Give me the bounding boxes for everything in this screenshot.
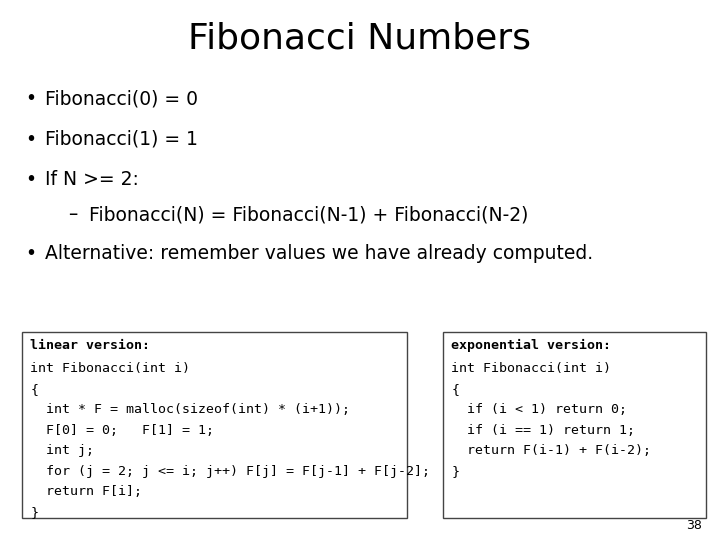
Text: Fibonacci Numbers: Fibonacci Numbers	[189, 22, 531, 56]
Text: •: •	[25, 89, 36, 108]
Text: •: •	[25, 130, 36, 148]
Text: if (i == 1) return 1;: if (i == 1) return 1;	[451, 424, 636, 437]
Text: int Fibonacci(int i): int Fibonacci(int i)	[451, 362, 611, 375]
Text: If N >= 2:: If N >= 2:	[45, 170, 139, 189]
Text: }: }	[30, 506, 38, 519]
Text: •: •	[25, 170, 36, 189]
Text: Fibonacci(N) = Fibonacci(N-1) + Fibonacci(N-2): Fibonacci(N) = Fibonacci(N-1) + Fibonacc…	[89, 205, 528, 224]
FancyBboxPatch shape	[22, 332, 407, 518]
Text: {: {	[30, 383, 38, 396]
Text: •: •	[25, 244, 36, 263]
Text: 38: 38	[686, 519, 702, 532]
Text: return F(i-1) + F(i-2);: return F(i-1) + F(i-2);	[451, 444, 652, 457]
Text: F[0] = 0;   F[1] = 1;: F[0] = 0; F[1] = 1;	[30, 424, 215, 437]
Text: exponential version:: exponential version:	[451, 339, 611, 352]
Text: int Fibonacci(int i): int Fibonacci(int i)	[30, 362, 190, 375]
Text: Fibonacci(1) = 1: Fibonacci(1) = 1	[45, 130, 199, 148]
Text: –: –	[68, 205, 78, 224]
Text: int * F = malloc(sizeof(int) * (i+1));: int * F = malloc(sizeof(int) * (i+1));	[30, 403, 350, 416]
FancyBboxPatch shape	[443, 332, 706, 518]
Text: for (j = 2; j <= i; j++) F[j] = F[j-1] + F[j-2];: for (j = 2; j <= i; j++) F[j] = F[j-1] +…	[30, 465, 431, 478]
Text: linear version:: linear version:	[30, 339, 150, 352]
Text: {: {	[451, 383, 459, 396]
Text: int j;: int j;	[30, 444, 94, 457]
Text: if (i < 1) return 0;: if (i < 1) return 0;	[451, 403, 627, 416]
Text: Fibonacci(0) = 0: Fibonacci(0) = 0	[45, 89, 199, 108]
Text: return F[i];: return F[i];	[30, 485, 143, 498]
Text: }: }	[451, 465, 459, 478]
Text: Alternative: remember values we have already computed.: Alternative: remember values we have alr…	[45, 244, 593, 263]
